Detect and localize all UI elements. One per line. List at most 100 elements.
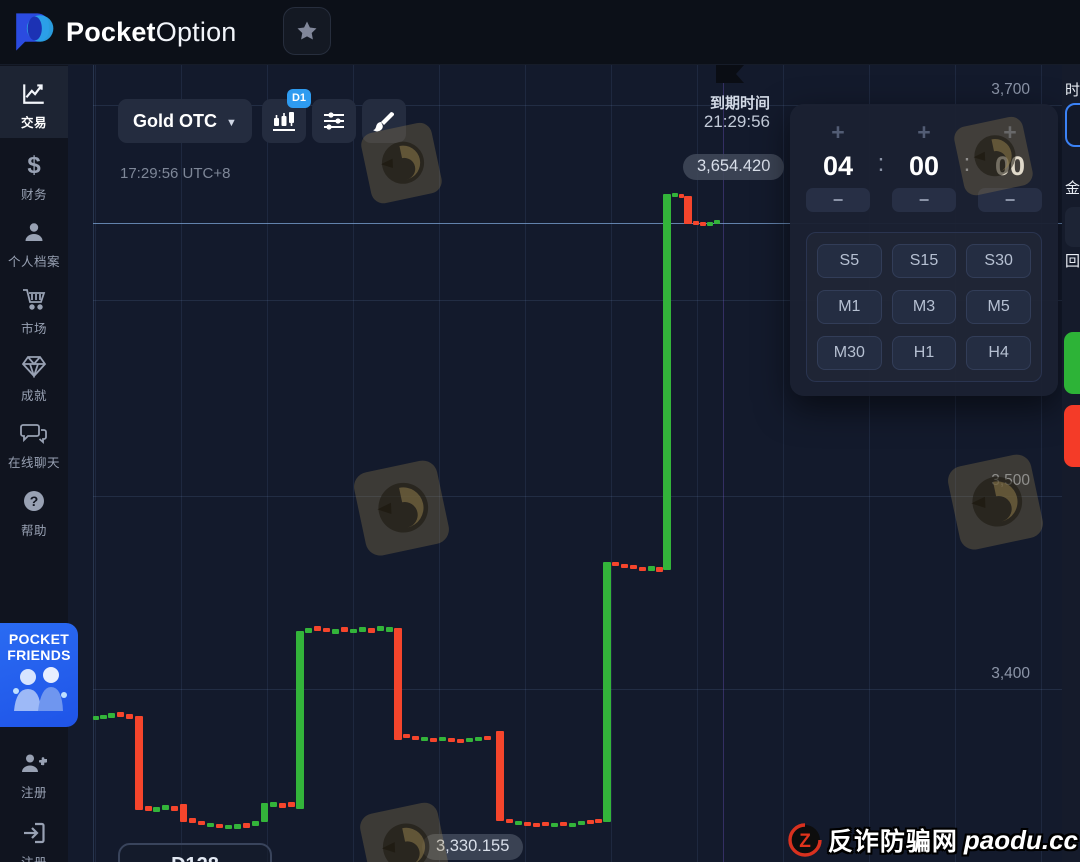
candle-up — [252, 821, 259, 826]
vertical-gridline — [439, 65, 440, 862]
trade-amount-input[interactable] — [1065, 207, 1080, 247]
candle-up — [551, 823, 558, 827]
candle-up — [439, 737, 446, 741]
candle-down — [612, 562, 619, 566]
vertical-gridline — [181, 65, 182, 862]
dollar-icon: $ — [0, 150, 68, 180]
vertical-gridline — [95, 65, 96, 862]
sidebar-item-gem[interactable]: 成就 — [0, 339, 68, 403]
candle-down — [145, 806, 152, 811]
candle-down — [679, 194, 684, 198]
candle-up — [421, 737, 428, 741]
svg-text:Z: Z — [799, 831, 811, 852]
timeframe-button-m30[interactable]: M30 — [817, 336, 882, 370]
brand[interactable]: PocketOption — [10, 8, 237, 56]
favorites-star-button[interactable] — [283, 7, 331, 55]
timeframe-button-m1[interactable]: M1 — [817, 290, 882, 324]
timeframe-button-h4[interactable]: H4 — [966, 336, 1031, 370]
minutes-plus-button[interactable]: + — [892, 118, 956, 145]
question-icon: ? — [0, 486, 68, 516]
hours-value[interactable]: 04 — [822, 150, 854, 181]
seconds-minus-button[interactable]: − — [978, 188, 1042, 212]
promo-text: POCKET FRIENDS — [7, 631, 71, 663]
timeframe-button-s5[interactable]: S5 — [817, 244, 882, 278]
candle-down — [171, 806, 178, 811]
sidebar-item-user-plus[interactable]: 注册 — [0, 736, 68, 800]
timeframe-button-m5[interactable]: M5 — [966, 290, 1031, 324]
candle-up — [672, 193, 678, 197]
current-price-pill: 3,654.420 — [683, 154, 785, 180]
asset-label: Gold OTC — [133, 110, 218, 131]
sliders-icon — [324, 112, 344, 130]
vertical-gridline — [611, 65, 612, 862]
pocket-friends-banner[interactable]: POCKET FRIENDS — [0, 623, 78, 727]
sidebar-item-label: 财务 — [20, 188, 47, 202]
cart-icon — [0, 284, 68, 314]
axis-tick-3400: 3,400 — [991, 665, 1030, 682]
chart-clock: 17:29:56 UTC+8 — [120, 165, 231, 182]
candle-down — [341, 627, 348, 632]
candle-up — [93, 716, 99, 720]
candle-down — [323, 628, 330, 632]
expiry-time-line — [723, 65, 724, 862]
vertical-gridline — [353, 65, 354, 862]
minutes-minus-button[interactable]: − — [892, 188, 956, 212]
sidebar-item-dollar[interactable]: $ 财务 — [0, 138, 68, 202]
vertical-gridline — [955, 65, 956, 862]
antifraud-site-url: paodu.cc — [963, 824, 1078, 855]
minutes-value[interactable]: 00 — [908, 150, 940, 181]
trade-time-input[interactable] — [1065, 103, 1080, 147]
timeframe-button-s30[interactable]: S30 — [966, 244, 1031, 278]
sidebar-item-question[interactable]: ? 帮助 — [0, 474, 68, 538]
candle-down — [595, 819, 602, 823]
seconds-value[interactable]: 00 — [994, 150, 1026, 181]
user-icon — [0, 217, 68, 247]
drawing-tools-button[interactable] — [362, 99, 406, 143]
candle-down — [126, 714, 133, 719]
candle-up — [714, 220, 720, 224]
sidebar-item-label: 交易 — [20, 116, 47, 130]
candle-down — [180, 804, 187, 822]
candle-down — [448, 738, 455, 742]
sidebar-item-label: 注册 — [0, 852, 68, 862]
sidebar-item-label: 在线聊天 — [7, 456, 60, 470]
sidebar-item-label: 成就 — [20, 389, 47, 403]
candle-down — [693, 221, 699, 225]
sidebar-item-login-arrow[interactable]: 注册 — [0, 806, 68, 862]
user-plus-icon — [0, 748, 68, 778]
vertical-gridline — [267, 65, 268, 862]
sidebar-item-cart[interactable]: 市场 — [0, 272, 68, 336]
horizontal-gridline — [93, 300, 1062, 301]
timeframe-button-s15[interactable]: S15 — [891, 244, 957, 278]
svg-text:$: $ — [27, 152, 41, 178]
candle-down — [430, 738, 437, 742]
candle-up — [603, 562, 611, 822]
candle-down — [368, 628, 375, 633]
candle-up — [234, 824, 241, 829]
candle-up — [153, 807, 160, 812]
sidebar-item-chart-line[interactable]: 交易 — [0, 66, 68, 138]
candle-down — [216, 824, 223, 828]
indicators-settings-button[interactable] — [312, 99, 356, 143]
sidebar-item-chat[interactable]: 在线聊天 — [0, 406, 68, 470]
hours-minus-button[interactable]: − — [806, 188, 870, 212]
candle-down — [243, 823, 250, 828]
seconds-plus-button[interactable]: + — [978, 118, 1042, 145]
expiry-time-popup: + + + 04 : 00 : 00 − − − S5 S15 S30 M1 M3 M5 M… — [790, 104, 1058, 396]
candle-counter-button[interactable]: D128 — [118, 843, 272, 862]
sidebar-item-label: 帮助 — [20, 524, 47, 538]
vertical-gridline — [783, 65, 784, 862]
candle-up — [359, 627, 366, 632]
asset-selector-button[interactable]: Gold OTC ▼ — [118, 99, 252, 143]
chart-left-axis — [93, 65, 94, 862]
timeframe-button-h1[interactable]: H1 — [891, 336, 957, 370]
candle-down — [484, 736, 491, 740]
candle-down — [412, 736, 419, 740]
timeframe-button-m3[interactable]: M3 — [891, 290, 957, 324]
sell-button[interactable] — [1064, 405, 1080, 467]
hours-plus-button[interactable]: + — [806, 118, 870, 145]
buy-button[interactable] — [1064, 332, 1080, 394]
sidebar-item-user[interactable]: 个人档案 — [0, 205, 68, 269]
candle-down — [506, 819, 513, 823]
